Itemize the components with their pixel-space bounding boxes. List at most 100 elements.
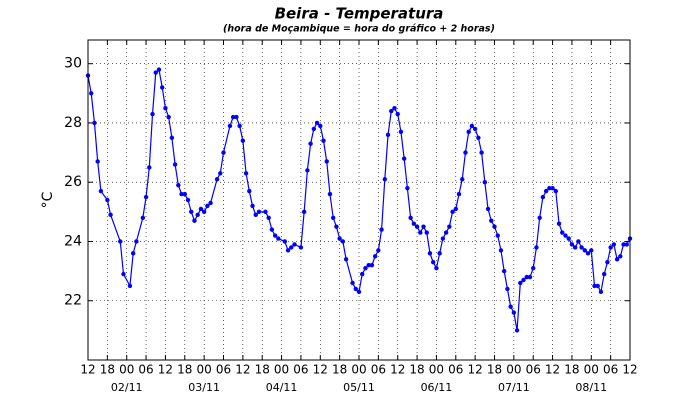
data-point [398, 129, 404, 135]
data-point [172, 162, 178, 167]
data-point [395, 111, 400, 117]
y-tick-label: 28 [64, 115, 82, 131]
data-point [592, 283, 597, 289]
data-point [543, 188, 549, 194]
data-point [189, 209, 194, 215]
x-tick-label: 00 [429, 363, 444, 377]
x-tick-label: 06 [216, 363, 231, 377]
data-point [440, 236, 446, 241]
data-point [463, 150, 468, 155]
x-tick-label: 06 [448, 363, 463, 377]
data-point [121, 271, 126, 277]
x-tick-label: 12 [622, 363, 637, 377]
data-point [321, 138, 326, 143]
data-point [289, 245, 294, 250]
data-point [476, 135, 481, 140]
data-point [353, 286, 358, 292]
x-tick-label: 12 [80, 363, 95, 377]
data-point [130, 251, 136, 256]
data-point [108, 212, 113, 218]
data-point [360, 271, 365, 277]
data-point [485, 206, 491, 212]
data-point [201, 209, 207, 215]
data-point [272, 233, 278, 238]
data-point [495, 233, 500, 238]
data-point [376, 248, 381, 253]
data-point [185, 197, 191, 203]
data-point [208, 200, 213, 206]
data-point [269, 227, 275, 232]
data-point [601, 271, 607, 277]
x-tick-label: 18 [177, 363, 192, 377]
data-point [240, 138, 246, 143]
data-point [492, 224, 497, 229]
data-point [285, 248, 291, 253]
data-point [256, 209, 262, 215]
x-tick-label: 18 [564, 363, 579, 377]
data-point [318, 123, 323, 129]
data-point [163, 105, 168, 111]
x-tick-label: 18 [409, 363, 424, 377]
y-tick-label: 26 [64, 174, 82, 190]
x-tick-label: 06 [138, 363, 153, 377]
data-point [150, 111, 155, 117]
x-tick-label: 18 [487, 363, 502, 377]
data-point [621, 242, 626, 247]
data-point [363, 265, 368, 271]
data-point [611, 242, 617, 247]
data-point [143, 194, 149, 200]
data-point [469, 123, 475, 129]
data-point [427, 251, 433, 256]
data-point [372, 254, 378, 259]
data-point [582, 248, 588, 253]
data-point [160, 85, 165, 90]
data-point [579, 245, 584, 250]
data-point [334, 224, 339, 229]
data-point [576, 239, 581, 244]
data-point [198, 206, 204, 212]
data-point [230, 114, 236, 120]
data-point [369, 262, 375, 268]
data-point [324, 159, 329, 164]
date-label: 03/11 [188, 381, 220, 394]
x-tick-label: 00 [351, 363, 366, 377]
chart-subtitle: (hora de Moçambique = hora do gráfico + … [223, 24, 495, 35]
data-point [585, 251, 591, 256]
data-point [350, 280, 355, 286]
data-point [505, 286, 510, 292]
data-point [327, 191, 333, 197]
data-point [537, 215, 542, 220]
data-point [405, 185, 410, 191]
data-point [292, 242, 297, 247]
x-tick-label: 18 [332, 363, 347, 377]
x-tick-label: 00 [197, 363, 212, 377]
data-point [105, 197, 110, 203]
data-point [218, 171, 223, 176]
data-point [205, 203, 210, 209]
data-point [466, 129, 471, 135]
data-point [305, 168, 310, 173]
data-point [89, 91, 94, 96]
x-tick-label: 00 [584, 363, 599, 377]
date-label: 05/11 [343, 381, 375, 394]
data-point [608, 245, 613, 250]
data-point [553, 188, 558, 194]
data-point [453, 206, 458, 212]
data-point [569, 242, 575, 247]
data-point [169, 135, 175, 140]
data-point [443, 230, 449, 235]
data-point [156, 67, 162, 72]
data-point [221, 150, 226, 155]
data-point [301, 209, 307, 215]
data-point [179, 191, 184, 197]
data-point [92, 120, 97, 126]
data-point [511, 310, 517, 315]
x-tick-label: 18 [100, 363, 115, 377]
data-point [127, 283, 133, 289]
data-point [479, 150, 484, 155]
data-point [266, 215, 271, 220]
y-tick-label: 22 [64, 293, 82, 309]
data-point [343, 257, 349, 262]
data-point [356, 289, 362, 295]
x-tick-label: 12 [545, 363, 560, 377]
